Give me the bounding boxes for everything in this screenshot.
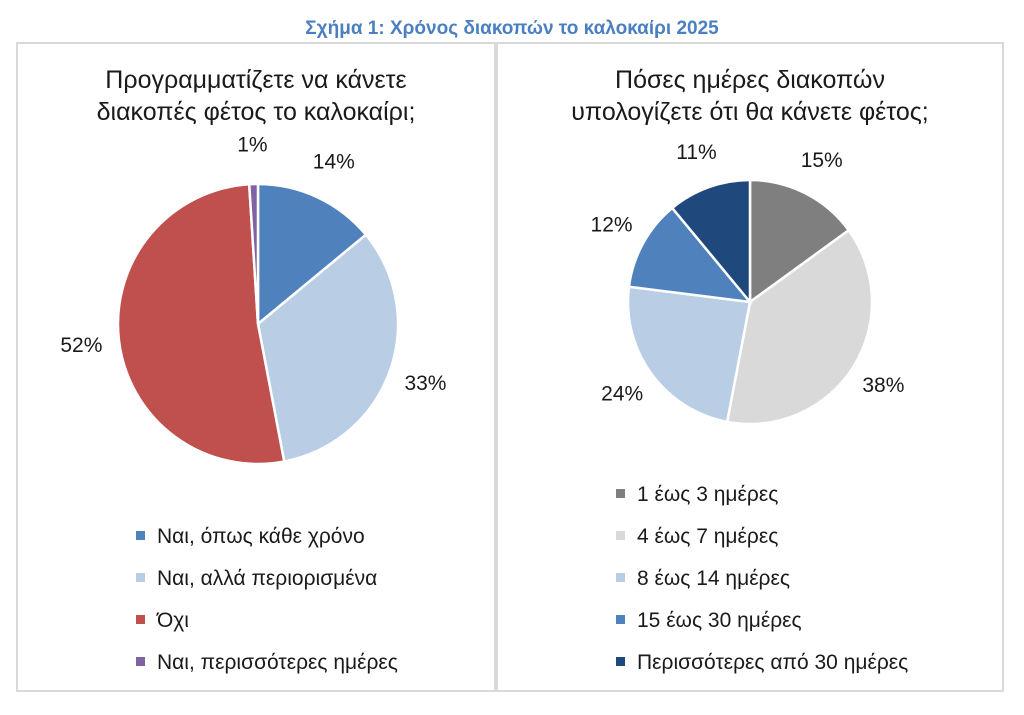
chart-panel-days: Πόσες ημέρες διακοπών υπολογίζετε ότι θα…: [496, 42, 1004, 692]
legend-item: Ναι, όπως κάθε χρόνο: [136, 516, 398, 558]
pie-slice: [725, 228, 874, 426]
legend-plans: Ναι, όπως κάθε χρόνο Ναι, αλλά περιορισμέ…: [136, 516, 398, 684]
pie-chart-plans: 14% 33% 52% 1%: [60, 134, 446, 466]
legend-swatch: [616, 530, 625, 540]
legend-days: 1 έως 3 ημέρες 4 έως 7 ημέρες 8 έως 14 ημέ…: [616, 474, 908, 684]
legend-item: Περισσότερες από 30 ημέρες: [616, 642, 908, 684]
chart-title-line: Προγραμματίζετε να κάνετε: [105, 66, 407, 94]
legend-item: Όχι: [136, 600, 398, 642]
pie-slice: [247, 182, 260, 325]
pie-data-label: 52%: [60, 334, 102, 357]
chart-title: Πόσες ημέρες διακοπών υπολογίζετε ότι θα…: [498, 64, 1002, 128]
pie-data-label: 24%: [601, 382, 643, 405]
legend-label: 8 έως 14 ημέρες: [637, 567, 790, 590]
pie-data-label: 14%: [313, 150, 355, 173]
legend-label: Ναι, όπως κάθε χρόνο: [157, 525, 365, 548]
legend-swatch: [616, 572, 625, 582]
pie-slice: [670, 178, 752, 306]
legend-item: 4 έως 7 ημέρες: [616, 516, 908, 558]
legend-swatch: [136, 656, 145, 666]
legend-label: Ναι, αλλά περιορισμένα: [157, 567, 378, 590]
legend-swatch: [136, 572, 145, 582]
pie-data-label: 1%: [237, 134, 267, 157]
pie-chart-days: 15% 38% 24% 12% 11%: [591, 141, 904, 426]
legend-label: 1 έως 3 ημέρες: [637, 483, 779, 506]
pie-data-label: 38%: [862, 374, 904, 397]
legend-item: 8 έως 14 ημέρες: [616, 558, 908, 600]
legend-item: 1 έως 3 ημέρες: [616, 474, 908, 516]
legend-item: Ναι, περισσότερες ημέρες: [136, 642, 398, 684]
figure-title: Σχήμα 1: Χρόνος διακοπών το καλοκαίρι 20…: [305, 18, 719, 39]
legend-item: Ναι, αλλά περιορισμένα: [136, 558, 398, 600]
pie-slice: [626, 285, 752, 424]
pie-data-label: 15%: [801, 149, 843, 172]
pie-data-label: 12%: [591, 213, 633, 236]
legend-label: 15 έως 30 ημέρες: [637, 609, 802, 632]
pie-data-label: 33%: [404, 372, 446, 395]
pie-slice: [748, 178, 851, 305]
legend-label: Όχι: [157, 609, 189, 632]
pie-slice: [256, 233, 400, 463]
legend-label: Περισσότερες από 30 ημέρες: [637, 651, 909, 674]
legend-item: 15 έως 30 ημέρες: [616, 600, 908, 642]
legend-swatch: [136, 614, 145, 624]
chart-title: Προγραμματίζετε να κάνετε διακοπές φέτος…: [18, 64, 494, 128]
pie-slice: [116, 182, 286, 466]
chart-title-line: Πόσες ημέρες διακοπών: [615, 66, 885, 94]
pie-slice: [256, 182, 368, 327]
chart-title-line: διακοπές φέτος το καλοκαίρι;: [96, 98, 416, 126]
legend-label: Ναι, περισσότερες ημέρες: [157, 651, 398, 674]
pie-slice: [627, 206, 753, 304]
chart-panel-plans: Προγραμματίζετε να κάνετε διακοπές φέτος…: [16, 42, 496, 692]
legend-swatch: [616, 488, 625, 498]
legend-swatch: [136, 530, 145, 540]
chart-title-line: υπολογίζετε ότι θα κάνετε φέτος;: [571, 98, 929, 126]
legend-swatch: [616, 614, 625, 624]
legend-label: 4 έως 7 ημέρες: [637, 525, 779, 548]
legend-swatch: [616, 656, 625, 666]
pie-data-label: 11%: [676, 141, 716, 164]
